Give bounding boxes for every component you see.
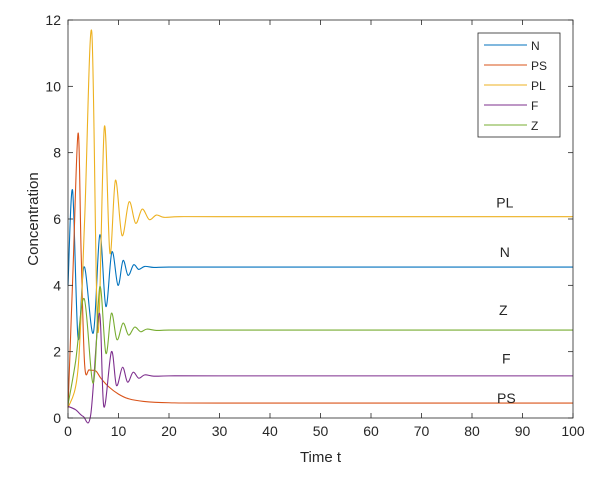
- annotation-label: Z: [499, 302, 508, 318]
- y-tick-label: 6: [53, 211, 61, 227]
- x-tick-label: 10: [111, 423, 127, 439]
- legend-label: PL: [531, 79, 546, 93]
- x-tick-label: 100: [561, 423, 585, 439]
- y-axis-label: Concentration: [25, 172, 42, 265]
- x-tick-label: 30: [212, 423, 228, 439]
- series-line-pl: [67, 29, 573, 409]
- axis-ticks: 0 10 20 30 40 50 60 70 80 90 100 0 2 4 6 8 10 12: [45, 12, 584, 439]
- legend: N PS PL FZ: [477, 32, 561, 138]
- y-tick-label: 0: [53, 410, 61, 426]
- legend-label: N: [531, 39, 540, 53]
- annotations: PL N Z F PS: [496, 194, 515, 406]
- y-tick-label: 10: [45, 78, 61, 94]
- x-tick-label: 60: [363, 423, 379, 439]
- x-tick-label: 90: [515, 423, 531, 439]
- y-tick-label: 2: [53, 344, 61, 360]
- series-line-ps: [67, 132, 574, 409]
- series-layer: [67, 29, 574, 424]
- y-tick-label: 4: [53, 277, 61, 293]
- x-tick-label: 70: [414, 423, 430, 439]
- annotation-label: N: [500, 244, 510, 260]
- legend-label: F: [531, 99, 538, 113]
- x-tick-label: 50: [313, 423, 329, 439]
- annotation-label: PS: [497, 390, 516, 406]
- annotation-label: F: [502, 350, 511, 366]
- series-line-n: [67, 189, 573, 341]
- series-line-f: [67, 312, 573, 424]
- x-tick-label: 80: [464, 423, 480, 439]
- series-line-z: [67, 286, 573, 405]
- annotation-label: PL: [496, 194, 513, 210]
- legend-label: PS: [531, 59, 547, 73]
- x-tick-label: 0: [64, 423, 72, 439]
- x-axis-label: Time t: [300, 449, 342, 466]
- y-tick-label: 12: [45, 12, 61, 28]
- x-tick-label: 20: [161, 423, 177, 439]
- y-tick-label: 8: [53, 145, 61, 161]
- x-tick-label: 40: [262, 423, 278, 439]
- legend-label: Z: [531, 119, 538, 133]
